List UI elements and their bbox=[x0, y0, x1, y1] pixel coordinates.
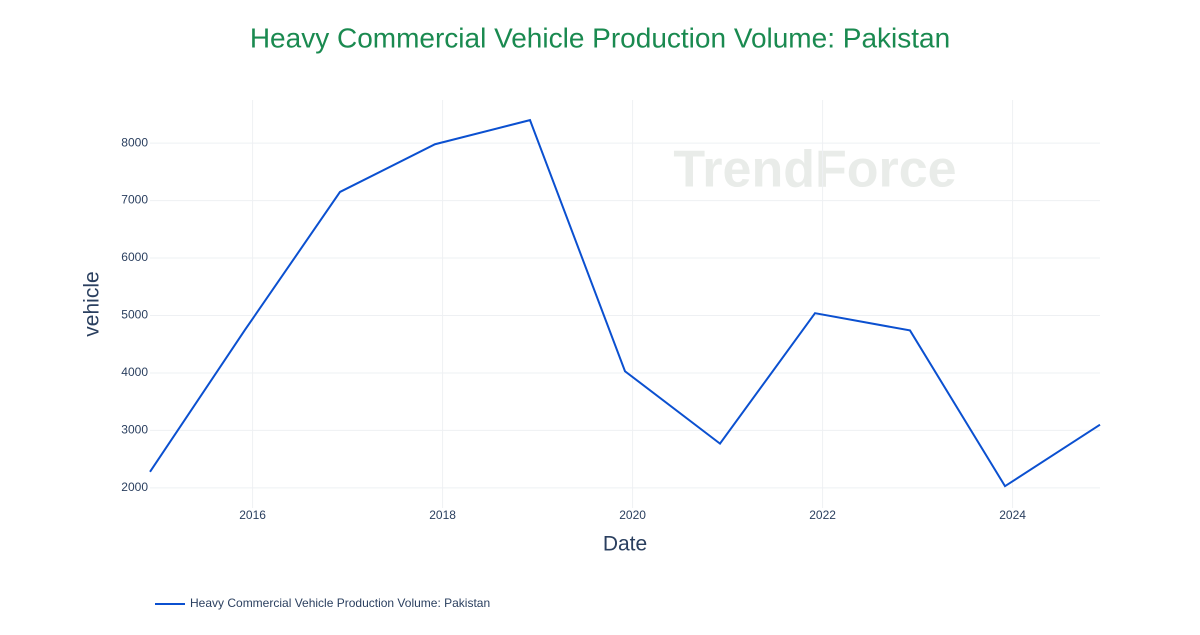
x-tick-label: 2020 bbox=[619, 508, 646, 522]
y-axis-title: vehicle bbox=[81, 271, 104, 336]
watermark: TrendForce bbox=[673, 141, 956, 199]
chart-title: Heavy Commercial Vehicle Production Volu… bbox=[250, 22, 950, 53]
x-tick-label: 2022 bbox=[809, 508, 836, 522]
x-tick-label: 2018 bbox=[429, 508, 456, 522]
data-line bbox=[149, 118, 1101, 488]
y-tick-label: 4000 bbox=[121, 365, 148, 379]
x-tick-label: 2024 bbox=[999, 508, 1026, 522]
x-axis-title: Date bbox=[603, 533, 647, 556]
y-tick-label: 6000 bbox=[121, 250, 148, 264]
y-tick-label: 7000 bbox=[121, 193, 148, 207]
legend-label: Heavy Commercial Vehicle Production Volu… bbox=[190, 596, 490, 610]
x-tick-label: 2016 bbox=[239, 508, 266, 522]
y-tick-label: 8000 bbox=[121, 135, 148, 149]
y-tick-label: 2000 bbox=[121, 480, 148, 494]
y-tick-label: 3000 bbox=[121, 423, 148, 437]
y-tick-label: 5000 bbox=[121, 308, 148, 322]
